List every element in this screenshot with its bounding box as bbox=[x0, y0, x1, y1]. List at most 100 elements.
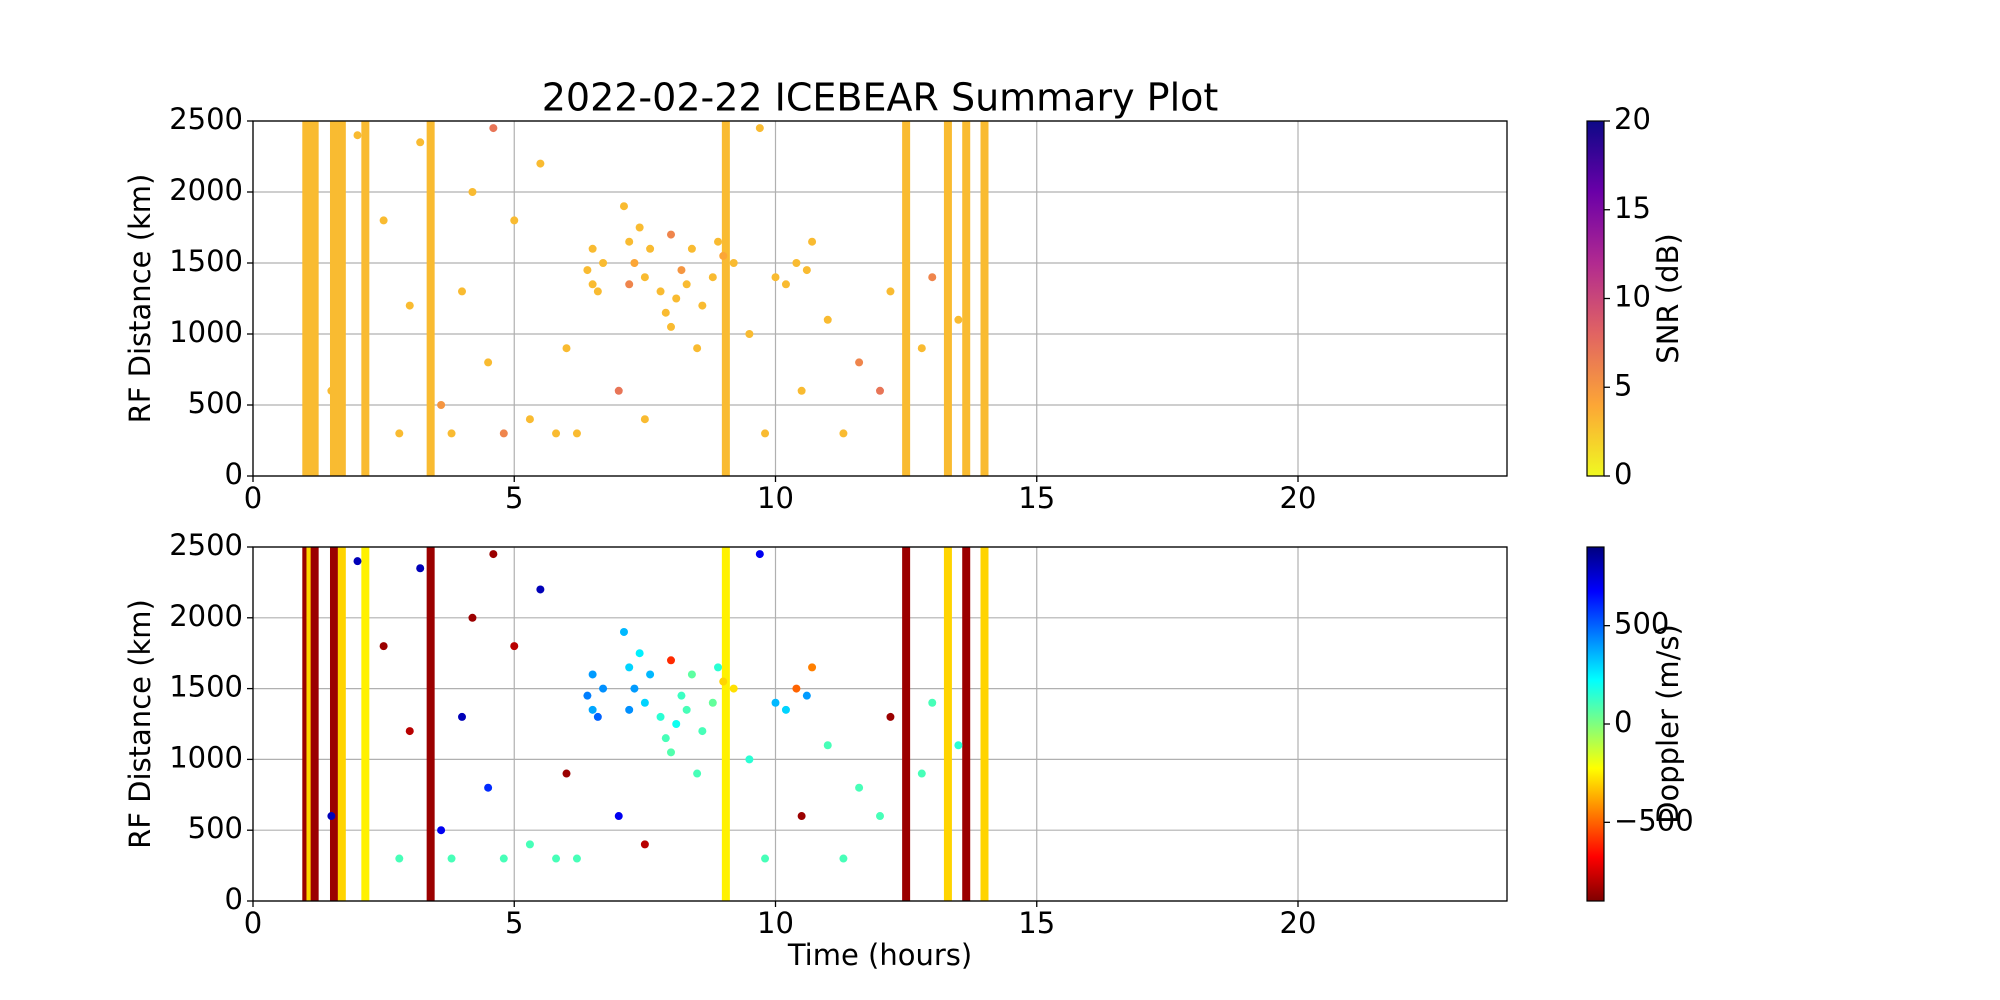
x-tick-label: 0 bbox=[244, 481, 262, 515]
point bbox=[395, 429, 404, 438]
point bbox=[640, 698, 649, 707]
colorbar-tick-label: 20 bbox=[1614, 102, 1651, 136]
point bbox=[588, 280, 597, 289]
stripe bbox=[962, 547, 971, 901]
point bbox=[928, 273, 937, 282]
point bbox=[781, 705, 790, 714]
point bbox=[823, 315, 832, 324]
point bbox=[353, 557, 362, 566]
point bbox=[499, 854, 508, 863]
plot-area bbox=[302, 121, 989, 476]
point bbox=[484, 358, 493, 367]
colorbar-tick-label: 5 bbox=[1614, 368, 1632, 402]
point bbox=[510, 216, 519, 225]
point bbox=[792, 259, 801, 267]
point bbox=[405, 301, 414, 310]
point bbox=[808, 663, 817, 672]
point bbox=[640, 273, 649, 282]
x-tick-label: 10 bbox=[757, 906, 794, 940]
y-tick-label: 2000 bbox=[169, 599, 243, 633]
y-tick-label: 2000 bbox=[169, 173, 243, 207]
panel: 0 5 10 15 20 0 500 1000 1500 2000 2500 RF Distance … bbox=[123, 528, 1694, 972]
point bbox=[447, 429, 456, 438]
point bbox=[405, 727, 414, 736]
point bbox=[761, 854, 770, 863]
point bbox=[661, 308, 670, 317]
colorbar-tick-label: 500 bbox=[1614, 607, 1669, 641]
point bbox=[583, 266, 592, 275]
x-tick-label: 20 bbox=[1280, 906, 1317, 940]
point bbox=[510, 642, 519, 651]
colorbar-tick-label: 0 bbox=[1614, 705, 1632, 739]
point bbox=[886, 712, 895, 721]
point bbox=[437, 401, 446, 409]
colorbar-label: Doppler (m/s) bbox=[1651, 624, 1685, 824]
point bbox=[682, 280, 691, 289]
point bbox=[562, 344, 571, 353]
point bbox=[855, 358, 864, 367]
colorbar-tick-label: 0 bbox=[1614, 457, 1632, 491]
x-axis-label: Time (hours) bbox=[787, 938, 972, 972]
point bbox=[646, 670, 655, 679]
stripe bbox=[902, 121, 911, 476]
colorbar-tick-label: 10 bbox=[1614, 280, 1651, 314]
colorbar bbox=[1586, 546, 1605, 902]
point bbox=[797, 812, 806, 821]
point bbox=[525, 840, 534, 849]
stripe bbox=[962, 121, 971, 476]
point bbox=[693, 344, 702, 353]
stripe bbox=[426, 547, 435, 901]
x-tick-label: 5 bbox=[505, 906, 523, 940]
stripe bbox=[337, 121, 346, 476]
point bbox=[917, 769, 926, 778]
point bbox=[625, 237, 634, 246]
point bbox=[640, 415, 649, 424]
stripe bbox=[426, 121, 435, 476]
point bbox=[489, 550, 498, 559]
point bbox=[416, 564, 425, 573]
point bbox=[353, 131, 362, 140]
point bbox=[677, 266, 686, 275]
point bbox=[954, 315, 963, 324]
point bbox=[755, 550, 764, 559]
panel: 0 5 10 15 20 0 500 1000 1500 2000 2500 RF Distance … bbox=[123, 76, 1685, 516]
stripe bbox=[310, 121, 319, 476]
colorbar-tick-label: −500 bbox=[1614, 803, 1694, 837]
point bbox=[327, 812, 336, 821]
point bbox=[536, 159, 545, 168]
point bbox=[588, 244, 597, 253]
point bbox=[588, 670, 597, 679]
y-tick-label: 2500 bbox=[169, 102, 243, 136]
point bbox=[677, 691, 686, 700]
point bbox=[839, 429, 848, 438]
point bbox=[876, 812, 884, 821]
y-tick-label: 500 bbox=[188, 811, 243, 845]
y-tick-label: 1500 bbox=[169, 670, 243, 704]
point bbox=[458, 287, 466, 296]
stripe bbox=[980, 121, 989, 476]
stripe bbox=[361, 547, 370, 901]
y-axis-label: RF Distance (km) bbox=[123, 174, 157, 424]
point bbox=[379, 642, 388, 651]
point bbox=[729, 259, 738, 267]
point bbox=[468, 613, 477, 622]
point bbox=[719, 677, 728, 686]
point bbox=[468, 188, 477, 196]
point bbox=[917, 344, 926, 353]
point bbox=[484, 783, 493, 792]
stripe bbox=[337, 547, 346, 901]
axes-frame bbox=[252, 120, 1508, 477]
point bbox=[667, 322, 675, 331]
point bbox=[698, 301, 707, 310]
stripe bbox=[721, 121, 730, 476]
x-tick-label: 15 bbox=[1018, 481, 1055, 515]
point bbox=[802, 266, 811, 275]
stripe bbox=[721, 547, 730, 901]
point bbox=[619, 202, 628, 211]
colorbar-tick-label: 15 bbox=[1614, 191, 1651, 225]
point bbox=[599, 684, 608, 693]
point bbox=[954, 741, 963, 750]
point bbox=[583, 691, 592, 700]
point bbox=[552, 854, 561, 863]
stripe bbox=[302, 547, 311, 901]
